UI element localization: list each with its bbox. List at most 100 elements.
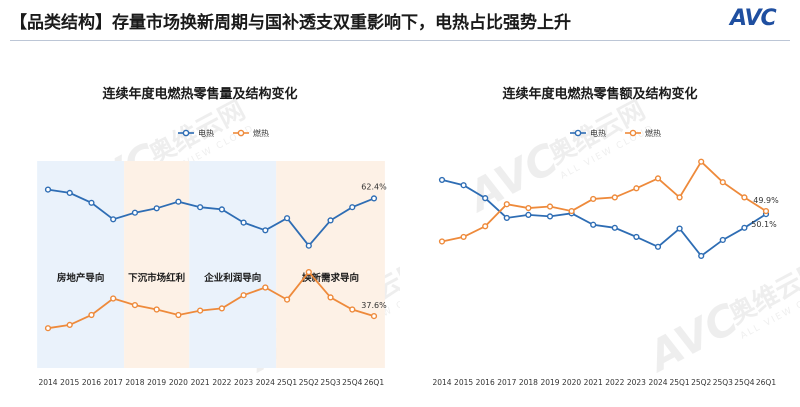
- data-point: [305, 242, 312, 249]
- x-tick-label: 25Q2: [691, 378, 711, 387]
- legend-label: 燃热: [645, 128, 661, 138]
- data-point: [719, 236, 726, 244]
- legend-label: 燃热: [253, 128, 269, 138]
- data-point: [110, 295, 117, 302]
- x-tick-label: 2015: [454, 378, 473, 387]
- watermark-cn: 奥维云网: [724, 254, 800, 330]
- data-point: [698, 158, 705, 165]
- data-label: 49.9%: [753, 196, 779, 205]
- x-tick-label: 2015: [60, 378, 79, 387]
- x-tick-label: 2021: [584, 378, 603, 387]
- data-point: [262, 227, 269, 234]
- x-tick-label: 2014: [38, 378, 57, 387]
- x-tick-label: 2019: [540, 378, 559, 387]
- data-point: [482, 195, 489, 202]
- x-tick-label: 2018: [519, 378, 538, 387]
- data-point: [66, 189, 73, 197]
- legend-marker: [182, 129, 190, 137]
- data-point: [525, 204, 532, 212]
- series-line-electric: [441, 179, 767, 258]
- data-label: 62.4%: [361, 182, 387, 191]
- x-tick-label: 2016: [476, 378, 495, 387]
- data-point: [460, 233, 467, 241]
- data-point: [438, 238, 446, 245]
- data-point: [525, 211, 532, 218]
- data-point: [283, 215, 291, 222]
- legend-marker: [574, 129, 582, 137]
- data-point: [88, 199, 95, 206]
- data-point: [654, 243, 662, 250]
- period-band: [189, 161, 277, 368]
- data-point: [719, 179, 726, 186]
- data-point: [131, 209, 139, 216]
- data-point: [503, 201, 510, 208]
- data-point: [218, 206, 225, 213]
- x-tick-label: 2022: [212, 378, 231, 387]
- x-tick-label: 2021: [191, 378, 210, 387]
- x-tick-label: 2024: [648, 378, 667, 387]
- data-point: [676, 194, 683, 201]
- data-point: [327, 217, 334, 224]
- data-point: [305, 269, 312, 276]
- data-point: [676, 225, 683, 232]
- data-point: [66, 321, 73, 329]
- data-point: [590, 195, 597, 203]
- data-point: [197, 204, 204, 211]
- data-point: [44, 186, 52, 193]
- x-tick-label: 2019: [147, 378, 166, 387]
- x-tick-label: 2023: [627, 378, 646, 387]
- data-point: [698, 252, 705, 260]
- period-band: [37, 161, 125, 368]
- x-tick-label: 2017: [497, 378, 516, 387]
- chart-title: 连续年度电燃热零售额及结构变化: [502, 86, 697, 102]
- data-point: [110, 216, 117, 223]
- data-point: [741, 224, 748, 231]
- data-point: [633, 185, 640, 192]
- data-point: [283, 296, 291, 303]
- data-point: [611, 194, 618, 201]
- data-point: [370, 195, 378, 202]
- data-point: [88, 311, 95, 319]
- x-tick-label: 2024: [256, 378, 275, 387]
- data-point: [197, 307, 204, 314]
- period-band-label: 企业利润导向: [203, 272, 261, 284]
- header: 【品类结构】存量市场换新周期与国补透支双重影响下，电热占比强势上升 AVC: [0, 0, 800, 48]
- data-point: [633, 233, 640, 241]
- data-point: [503, 214, 510, 222]
- x-tick-label: 2020: [562, 378, 581, 387]
- period-band: [276, 161, 385, 368]
- x-tick-label: 25Q1: [277, 378, 297, 387]
- data-point: [546, 203, 554, 210]
- x-tick-label: 2017: [104, 378, 123, 387]
- data-label: 37.6%: [361, 301, 387, 310]
- data-point: [762, 207, 770, 215]
- page-title: 【品类结构】存量市场换新周期与国补透支双重影响下，电热占比强势上升: [10, 13, 571, 33]
- data-point: [44, 325, 52, 332]
- data-point: [654, 175, 662, 182]
- avc-logo: AVC: [730, 6, 777, 31]
- data-point: [370, 313, 378, 320]
- data-point: [568, 207, 575, 215]
- x-tick-label: 25Q1: [669, 378, 689, 387]
- period-band-label: 房地产导向: [57, 272, 105, 284]
- x-tick-label: 2018: [125, 378, 144, 387]
- period-band: [124, 161, 190, 368]
- series-line-electric: [47, 188, 375, 248]
- chart-title: 连续年度电燃热零售量及结构变化: [102, 86, 297, 102]
- legend-label: 电热: [590, 128, 606, 138]
- data-point: [153, 306, 160, 313]
- data-point: [218, 305, 225, 312]
- x-tick-label: 2014: [432, 378, 451, 387]
- data-label: 50.1%: [751, 220, 777, 229]
- data-point: [240, 292, 247, 299]
- x-tick-label: 2023: [234, 378, 253, 387]
- data-point: [741, 194, 748, 201]
- data-point: [460, 182, 467, 189]
- data-point: [611, 224, 618, 231]
- x-tick-label: 25Q3: [713, 378, 733, 387]
- period-band-label: 下沉市场红利: [128, 272, 185, 284]
- x-tick-label: 25Q3: [320, 378, 340, 387]
- data-point: [153, 205, 160, 212]
- data-point: [131, 302, 139, 309]
